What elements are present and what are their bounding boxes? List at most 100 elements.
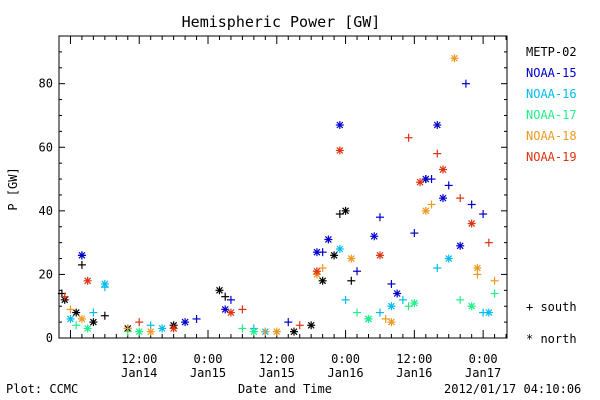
x-tick-sublabel: Jan14 bbox=[121, 366, 157, 380]
data-point-north bbox=[444, 254, 453, 263]
data-point-south bbox=[456, 295, 465, 304]
legend-entry: NOAA-15 bbox=[526, 66, 577, 80]
data-point-north bbox=[335, 244, 344, 253]
marker-stroke bbox=[319, 277, 327, 285]
data-point-north bbox=[89, 318, 98, 327]
timestamp: 2012/01/17 04:10:06 bbox=[444, 382, 582, 396]
legend-entry: NOAA-16 bbox=[526, 87, 577, 101]
marker-stroke bbox=[422, 175, 430, 183]
data-point-north bbox=[473, 264, 482, 273]
data-point-south bbox=[381, 314, 390, 323]
x-tick-label: 12:00 bbox=[396, 352, 432, 366]
data-point-north bbox=[421, 206, 430, 215]
x-axis: 12:00Jan140:00Jan1512:00Jan150:00Jan1612… bbox=[58, 36, 507, 380]
data-point-south bbox=[387, 279, 396, 288]
data-point-north bbox=[439, 165, 447, 174]
x-tick-sublabel: Jan15 bbox=[190, 366, 226, 380]
legend-entry: NOAA-18 bbox=[526, 129, 577, 143]
marker-stroke bbox=[101, 280, 109, 288]
marker-stroke bbox=[451, 54, 458, 62]
data-point-south bbox=[353, 267, 362, 276]
data-point-north bbox=[146, 327, 155, 336]
data-point-north bbox=[226, 308, 235, 317]
data-point-north bbox=[318, 276, 327, 285]
data-point-south bbox=[89, 308, 98, 317]
marker-stroke bbox=[456, 242, 464, 250]
marker-stroke bbox=[387, 318, 395, 326]
data-point-north bbox=[83, 324, 92, 333]
legend: METP-02 NOAA-15 NOAA-16 NOAA-17 NOAA-18 NOAA-… bbox=[526, 45, 577, 164]
data-point-south bbox=[318, 264, 327, 273]
marker-stroke bbox=[336, 121, 344, 129]
data-point-north bbox=[370, 232, 379, 241]
data-point-north bbox=[289, 327, 298, 336]
data-point-south bbox=[226, 295, 235, 304]
marker-stroke bbox=[147, 328, 155, 336]
data-point-north bbox=[364, 314, 373, 323]
data-point-north bbox=[272, 327, 281, 336]
data-point-south bbox=[123, 324, 132, 333]
data-point-north bbox=[221, 305, 230, 314]
marker-stroke bbox=[135, 328, 143, 336]
data-point-north bbox=[484, 308, 493, 317]
data-point-south bbox=[484, 238, 493, 247]
marker-stroke bbox=[410, 299, 418, 307]
data-point-north bbox=[77, 251, 86, 260]
data-point-south bbox=[221, 292, 230, 301]
data-point-north bbox=[100, 279, 109, 288]
marker-stroke bbox=[67, 315, 74, 323]
marker-stroke bbox=[370, 232, 378, 240]
marker-stroke bbox=[433, 121, 441, 129]
marker-stroke bbox=[324, 236, 332, 243]
data-point-south bbox=[479, 210, 488, 219]
data-point-north bbox=[387, 302, 396, 311]
data-point-south bbox=[490, 289, 499, 298]
marker-stroke bbox=[313, 267, 321, 275]
data-point-south bbox=[375, 213, 384, 222]
data-point-south bbox=[444, 181, 453, 190]
data-point-north bbox=[335, 146, 344, 155]
data-point-north bbox=[215, 286, 224, 295]
x-tick-sublabel: Jan15 bbox=[259, 366, 295, 380]
marker-stroke bbox=[422, 207, 430, 215]
plot-credit: Plot: CCMC bbox=[6, 382, 79, 396]
y-tick-label: 0 bbox=[46, 331, 53, 345]
data-point-south bbox=[77, 260, 86, 269]
data-point-south bbox=[404, 302, 413, 311]
marker-stroke bbox=[170, 325, 178, 332]
data-point-north bbox=[158, 324, 167, 333]
marker-stroke bbox=[250, 328, 258, 336]
data-point-north bbox=[335, 121, 344, 130]
data-point-north bbox=[307, 321, 316, 330]
marker-stroke bbox=[365, 315, 372, 323]
data-point-north bbox=[375, 251, 384, 260]
plot-frame bbox=[58, 35, 508, 339]
data-point-south bbox=[433, 264, 442, 273]
data-point-north bbox=[169, 324, 178, 333]
marker-stroke bbox=[439, 166, 447, 173]
marker-stroke bbox=[468, 220, 476, 227]
y-axis: 0 20 40 60 80 bbox=[39, 35, 507, 345]
data-point-north bbox=[450, 54, 459, 63]
data-point-south bbox=[353, 308, 362, 317]
marker-stroke bbox=[330, 251, 338, 259]
marker-stroke bbox=[227, 309, 235, 316]
data-point-north bbox=[135, 327, 144, 336]
marker-stroke bbox=[84, 277, 92, 285]
x-axis-label: Date and Time bbox=[238, 382, 332, 396]
marker-stroke bbox=[468, 302, 476, 310]
data-point-north bbox=[416, 178, 425, 187]
data-point-north bbox=[387, 318, 396, 327]
marker-stroke bbox=[473, 264, 481, 272]
data-point-south bbox=[135, 318, 144, 327]
data-point-north bbox=[341, 206, 350, 215]
data-point-north bbox=[467, 219, 476, 228]
data-point-south bbox=[238, 305, 247, 314]
data-point-south bbox=[66, 305, 75, 314]
data-point-south bbox=[467, 200, 476, 209]
marker-stroke bbox=[485, 309, 493, 316]
data-point-north bbox=[467, 302, 476, 311]
marker-stroke bbox=[216, 286, 223, 294]
marker-stroke bbox=[221, 305, 229, 313]
y-tick-label: 20 bbox=[39, 267, 53, 281]
